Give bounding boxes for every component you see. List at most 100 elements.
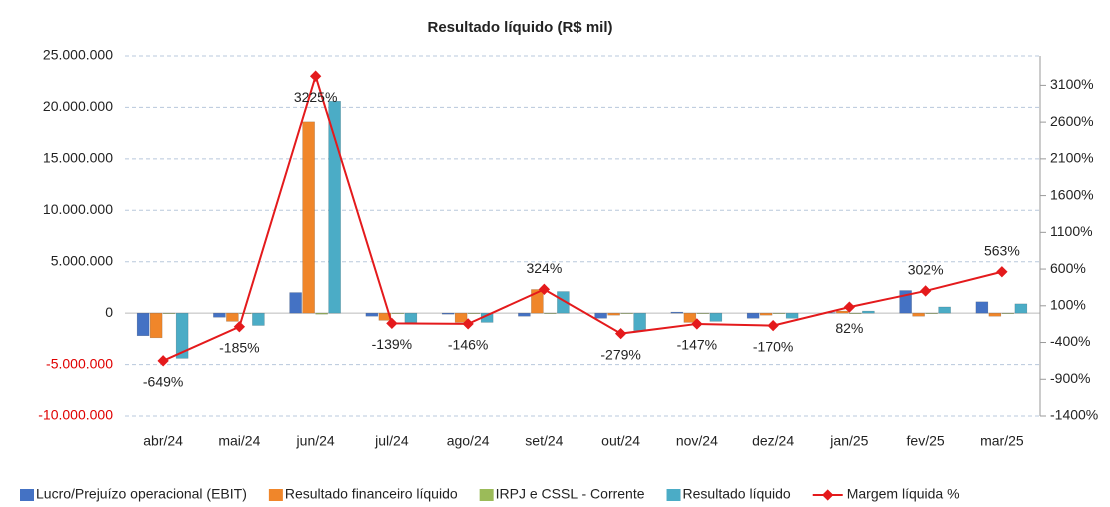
bar: [328, 101, 341, 314]
bar: [315, 312, 328, 315]
bar: [670, 311, 684, 314]
line-marker: [233, 321, 246, 333]
bar: [683, 312, 697, 323]
data-label: 82%: [835, 320, 863, 336]
bar: [226, 312, 239, 322]
y-tick-label: 25.000.000: [43, 47, 113, 63]
legend-label: Lucro/Prejuízo operacional (EBIT): [36, 486, 247, 502]
bar: [239, 312, 252, 314]
y-tick-label: 15.000.000: [43, 150, 113, 166]
y-tick-label: -10.000.000: [38, 407, 113, 423]
y-tick-label: 5.000.000: [51, 252, 113, 268]
y-tick-label: 10.000.000: [43, 201, 113, 217]
y2-tick-label: 2600%: [1050, 113, 1094, 129]
line-marker: [462, 318, 474, 330]
legend-label: IRPJ e CSSL - Corrente: [496, 486, 645, 502]
bar: [544, 312, 557, 314]
line-marker: [157, 355, 169, 367]
legend-swatch: [479, 489, 494, 501]
bar: [454, 312, 468, 323]
y2-tick-label: 1600%: [1050, 186, 1094, 202]
bar: [518, 312, 531, 317]
bar: [149, 312, 163, 339]
bar: [391, 312, 405, 314]
legend-swatch: [822, 489, 834, 501]
bar: [975, 301, 989, 314]
data-label: -147%: [677, 337, 717, 353]
x-tick-label: out/24: [601, 433, 640, 449]
bar: [938, 306, 951, 314]
bar: [709, 312, 723, 322]
line-marker: [614, 327, 627, 340]
x-tick-label: set/24: [525, 433, 563, 449]
chart-title: Resultado líquido (R$ mil): [427, 19, 612, 36]
bar: [289, 292, 302, 314]
bar: [836, 310, 849, 314]
bar: [441, 312, 455, 315]
x-tick-label: jan/25: [829, 433, 868, 449]
y2-tick-label: 3100%: [1050, 76, 1094, 92]
bar: [594, 312, 607, 319]
data-label: -279%: [600, 346, 640, 362]
data-label: -139%: [372, 336, 412, 352]
bar: [302, 121, 315, 314]
bar: [607, 312, 620, 316]
legend-label: Margem líquida %: [847, 486, 960, 502]
line-marker: [309, 70, 322, 82]
x-tick-label: jun/24: [296, 433, 335, 449]
y-tick-label: 20.000.000: [43, 98, 113, 114]
bar: [620, 312, 633, 314]
bar: [557, 291, 570, 314]
data-label: 302%: [908, 262, 944, 278]
data-label: -170%: [753, 338, 793, 354]
bar: [912, 312, 925, 317]
bar: [175, 312, 189, 359]
bar: [633, 312, 646, 331]
x-tick-label: abr/24: [143, 433, 183, 449]
bar: [467, 312, 481, 314]
line-marker: [843, 301, 856, 313]
y2-tick-label: 600%: [1050, 260, 1086, 276]
bar: [1014, 303, 1028, 314]
y-tick-label: 0: [105, 304, 113, 320]
legend-label: Resultado líquido: [683, 486, 791, 502]
bar: [988, 312, 1002, 317]
bar: [849, 312, 862, 314]
line: [162, 72, 1003, 362]
y2-tick-label: -900%: [1050, 370, 1090, 386]
legend-swatch: [20, 489, 34, 501]
x-tick-label: ago/24: [447, 433, 490, 449]
y2-tick-label: -1400%: [1050, 407, 1098, 423]
bar: [162, 312, 176, 314]
bar: [531, 289, 544, 314]
line-marker: [919, 285, 932, 297]
x-tick-label: mar/25: [980, 433, 1024, 449]
bar: [404, 312, 418, 323]
bar: [772, 312, 786, 314]
bar: [746, 312, 760, 319]
line-marker: [386, 317, 398, 330]
y2-tick-label: 1100%: [1050, 223, 1093, 239]
x-tick-label: nov/24: [676, 433, 718, 449]
legend-swatch: [268, 489, 283, 501]
x-tick-label: jul/24: [374, 433, 409, 449]
y2-tick-label: 100%: [1050, 296, 1086, 312]
line-marker: [767, 319, 779, 332]
data-label: -649%: [143, 374, 183, 390]
line-marker: [691, 318, 703, 330]
y2-tick-label: 2100%: [1050, 150, 1094, 166]
data-label: 324%: [526, 260, 562, 276]
x-tick-label: mai/24: [218, 433, 260, 449]
y2-tick-label: -400%: [1050, 333, 1090, 349]
bar: [136, 312, 150, 337]
data-label: 3225%: [294, 89, 338, 105]
bar: [759, 312, 773, 316]
bar: [213, 312, 226, 318]
bar: [785, 312, 799, 319]
legend-label: Resultado financeiro líquido: [285, 486, 458, 502]
x-tick-label: dez/24: [752, 433, 794, 449]
bar: [1001, 312, 1015, 314]
line-marker: [996, 266, 1008, 278]
x-tick-label: fev/25: [907, 433, 945, 449]
